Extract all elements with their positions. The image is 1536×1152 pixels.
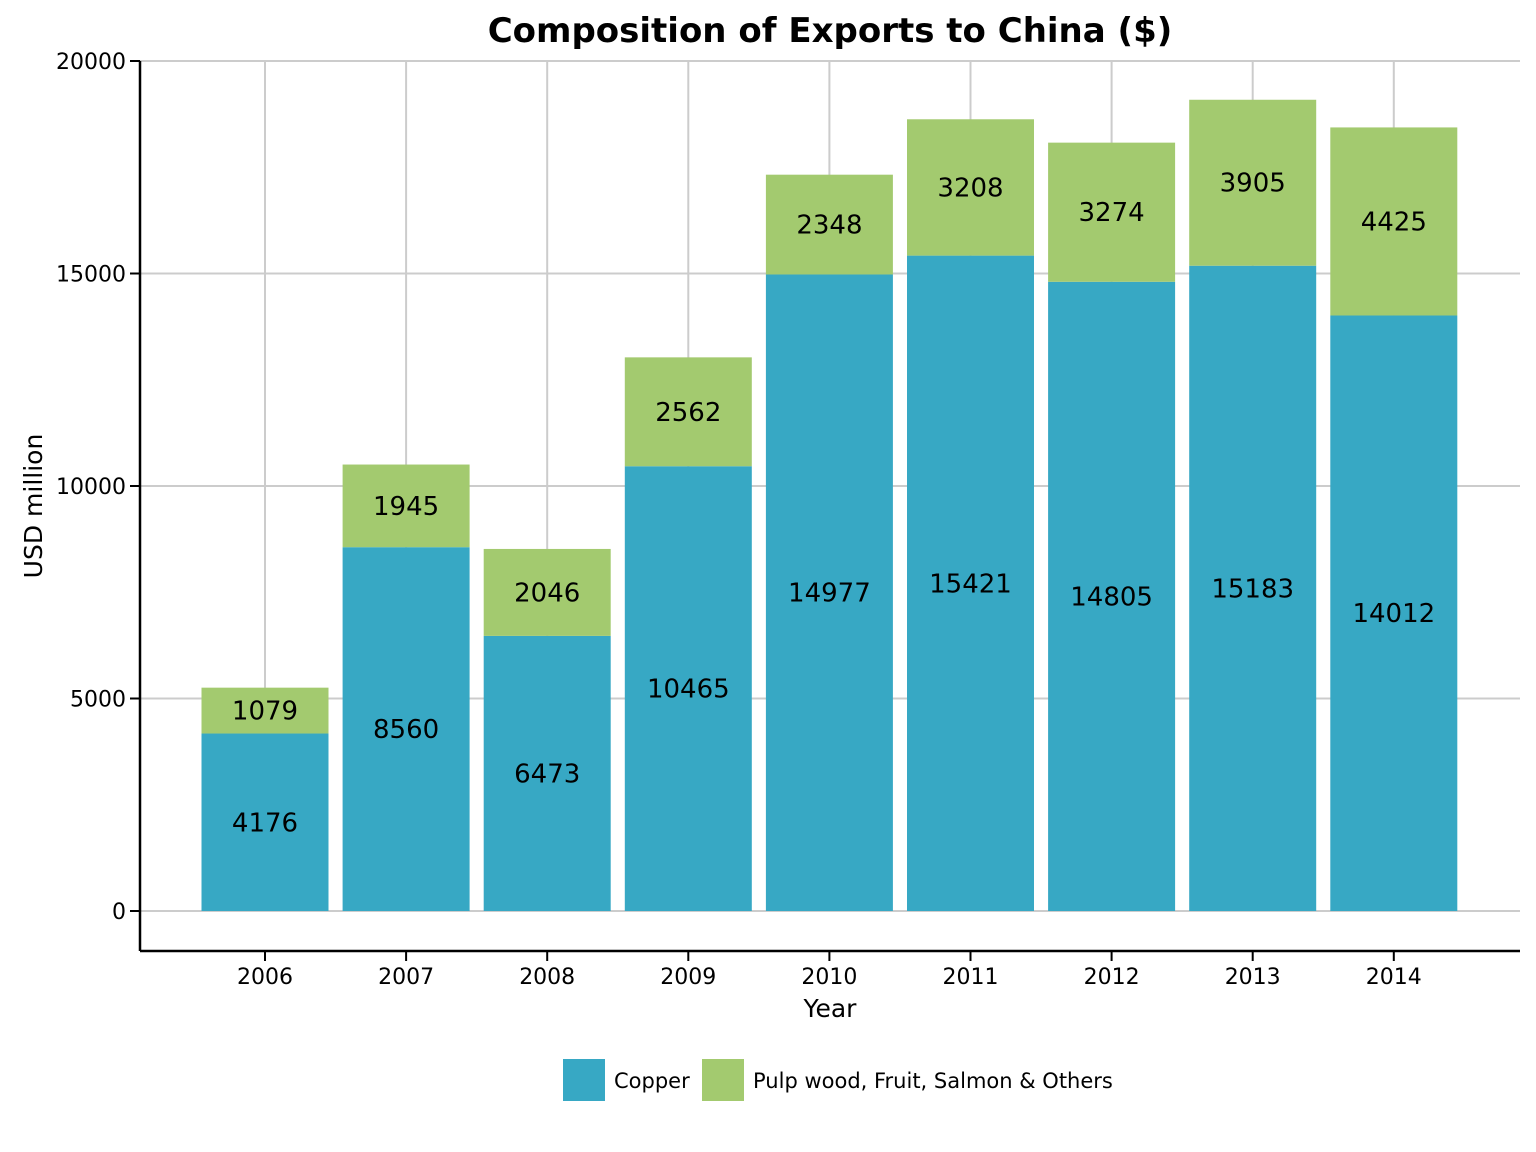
data-label: 14977 <box>788 579 871 609</box>
bar-segment-others <box>765 174 893 275</box>
data-label: 3208 <box>937 173 1003 203</box>
y-axis-label: USD million <box>19 434 48 579</box>
data-label: 1945 <box>373 492 439 522</box>
bar-segment-others <box>483 548 611 636</box>
legend: Copper Pulp wood, Fruit, Salmon & Others <box>563 1059 1113 1101</box>
data-label: 15183 <box>1211 574 1294 604</box>
data-label: 14805 <box>1070 582 1153 612</box>
y-tick-label: 5000 <box>70 688 126 713</box>
bars <box>201 99 1458 912</box>
y-tick-label: 20000 <box>56 50 126 75</box>
bar-segment-copper <box>765 274 893 911</box>
x-tick-label: 2014 <box>1366 965 1422 990</box>
x-tick-label: 2006 <box>237 965 293 990</box>
data-label: 2562 <box>655 398 721 428</box>
axes: 0 5000 10000 15000 20000 2006 2007 2008 2009 2010… <box>56 50 1520 990</box>
bar-segment-others <box>624 357 752 467</box>
data-label: 2046 <box>514 578 580 608</box>
legend-label: Copper <box>614 1069 690 1093</box>
bar-segment-copper <box>483 635 611 911</box>
bar-segment-others <box>1330 127 1458 316</box>
x-tick-label: 2007 <box>378 965 434 990</box>
data-label: 3274 <box>1079 198 1145 228</box>
bar-segment-copper <box>201 733 329 911</box>
bar-segment-copper <box>1330 315 1458 911</box>
legend-label: Pulp wood, Fruit, Salmon & Others <box>753 1069 1113 1093</box>
x-tick-label: 2012 <box>1084 965 1140 990</box>
x-tick-label: 2013 <box>1225 965 1281 990</box>
x-axis-label: Year <box>803 994 858 1023</box>
bar-segment-copper <box>907 255 1034 912</box>
bar-segment-copper <box>1189 265 1317 911</box>
data-label: 14012 <box>1352 599 1435 629</box>
data-labels: 4176 1079 8560 1945 6473 2046 10465 2562 14977 23… <box>232 169 1435 839</box>
data-label: 1079 <box>232 697 298 727</box>
y-tick-label: 10000 <box>56 475 126 500</box>
x-tick-label: 2011 <box>943 965 999 990</box>
y-tick-label: 15000 <box>56 263 126 288</box>
legend-swatch <box>702 1059 744 1101</box>
bar-segment-others <box>1189 99 1317 266</box>
data-label: 3905 <box>1220 169 1286 199</box>
bar-segment-others <box>342 464 470 548</box>
data-label: 6473 <box>514 759 580 789</box>
bar-segment-copper <box>342 547 470 911</box>
legend-swatch <box>563 1059 605 1101</box>
data-label: 10465 <box>647 675 730 705</box>
bar-segment-others <box>1048 142 1176 282</box>
chart-title: Composition of Exports to China ($) <box>488 11 1173 51</box>
data-label: 4425 <box>1361 207 1427 237</box>
data-label: 8560 <box>373 715 439 745</box>
x-tick-label: 2009 <box>660 965 716 990</box>
bar-segment-others <box>907 119 1034 256</box>
data-label: 15421 <box>929 569 1012 599</box>
data-label: 2348 <box>796 211 862 241</box>
bar-segment-others <box>201 687 329 734</box>
x-tick-label: 2010 <box>801 965 857 990</box>
bar-segment-copper <box>1048 281 1176 912</box>
data-label: 4176 <box>232 808 298 838</box>
bar-segment-copper <box>624 466 752 911</box>
y-tick-label: 0 <box>112 900 126 925</box>
x-tick-label: 2008 <box>519 965 575 990</box>
